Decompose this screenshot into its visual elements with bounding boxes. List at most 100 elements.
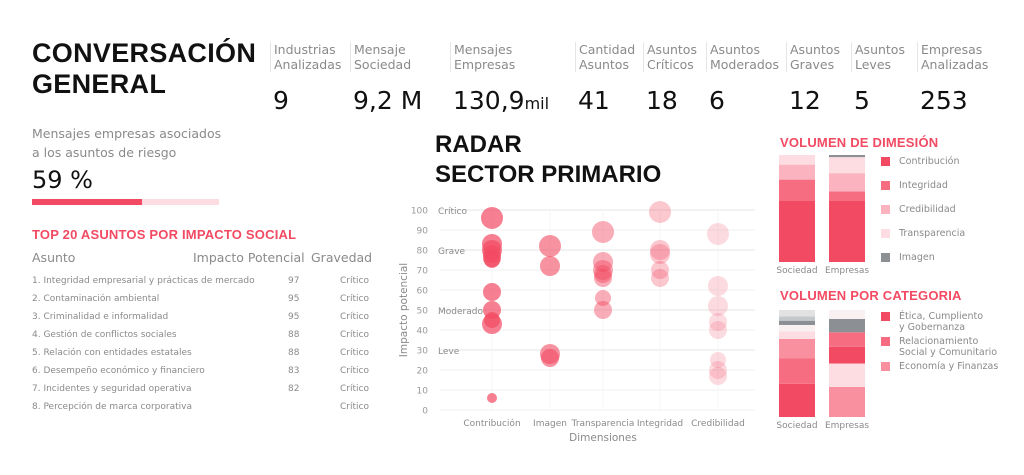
table-row[interactable]: 4. Gestión de conflictos sociales 88 Críti… <box>32 330 372 348</box>
stacked-bar-segment[interactable] <box>779 320 815 325</box>
legend-item[interactable]: Transparencia <box>881 228 965 239</box>
scatter-point[interactable] <box>709 367 727 385</box>
scatter-point[interactable] <box>482 314 502 334</box>
kpi-label-line2: Analizadas <box>921 57 989 72</box>
legend-label-line2: y Gobernanza <box>899 322 966 333</box>
scatter-point[interactable] <box>651 269 669 287</box>
stacked-bar-segment[interactable] <box>779 331 815 339</box>
table-row[interactable]: 7. Incidentes y seguridad operativa 82 Crí… <box>32 384 372 402</box>
scatter-point[interactable] <box>707 223 729 245</box>
legend-item[interactable]: Economía y Finanzas <box>881 361 998 372</box>
bar-category-label: Empresas <box>825 266 869 276</box>
column-header-impacto: Impacto Potencial <box>193 250 305 265</box>
kpi-card: Asuntos Críticos 18 <box>643 42 697 115</box>
stacked-bar-segment[interactable] <box>829 346 865 364</box>
scatter-point[interactable] <box>651 261 669 279</box>
stacked-bar-segment[interactable] <box>829 201 865 262</box>
stacked-bar-segment[interactable] <box>779 383 815 417</box>
stacked-bar-segment[interactable] <box>829 363 865 387</box>
stacked-bar-segment[interactable] <box>779 324 815 332</box>
radar-title-line1: RADAR <box>435 131 522 158</box>
legend-label: Ética, Cumpliento y Gobernanza <box>899 311 983 333</box>
stacked-bar-segment[interactable] <box>829 157 865 174</box>
cell-gravedad: Crítico <box>340 276 369 286</box>
scatter-point[interactable] <box>709 313 727 331</box>
stacked-bar-segment[interactable] <box>829 191 865 202</box>
kpi-card: Cantidad Asuntos 41 <box>575 42 635 115</box>
legend-item[interactable]: Relacionamiento Social y Comunitario <box>881 336 997 358</box>
scatter-point[interactable] <box>483 283 501 301</box>
table-row[interactable]: 2. Contaminación ambiental 95 Crítico <box>32 294 372 312</box>
scatter-point[interactable] <box>541 349 559 367</box>
scatter-point[interactable] <box>593 252 613 272</box>
stacked-bar-segment[interactable] <box>779 164 815 180</box>
scatter-point[interactable] <box>710 352 726 368</box>
stacked-bar-segment[interactable] <box>779 310 815 317</box>
scatter-point[interactable] <box>540 256 560 276</box>
stacked-bar-segment[interactable] <box>829 310 865 319</box>
scatter-point[interactable] <box>595 290 611 306</box>
legend-swatch-icon <box>881 205 890 214</box>
stacked-bar-segment[interactable] <box>829 318 865 333</box>
bar-category-label: Sociedad <box>776 266 817 276</box>
scatter-point[interactable] <box>708 296 728 316</box>
x-tick-label: Integridad <box>637 419 683 429</box>
legend-item[interactable]: Ética, Cumpliento y Gobernanza <box>881 311 983 333</box>
scatter-point[interactable] <box>650 244 670 264</box>
scatter-point[interactable] <box>539 235 561 257</box>
scatter-point[interactable] <box>481 207 503 229</box>
scatter-point[interactable] <box>484 252 500 268</box>
kpi-value: 9,2 M <box>353 86 422 115</box>
risk-label-line1: Mensajes empresas asociados <box>32 126 222 141</box>
legend-item[interactable]: Credibilidad <box>881 204 956 215</box>
scatter-point[interactable] <box>709 361 727 379</box>
radar-scatter-chart: 0 10 20 30 40 50 60 70 80 90 100 Crítico Grave Modera… <box>398 201 755 444</box>
scatter-point[interactable] <box>594 269 612 287</box>
legend-item[interactable]: Contribución <box>881 156 959 167</box>
stacked-bar-segment[interactable] <box>779 201 815 262</box>
scatter-point[interactable] <box>650 240 670 260</box>
scatter-point[interactable] <box>594 301 612 319</box>
cell-asunto: 6. Desempeño económico y financiero <box>32 366 205 376</box>
stacked-bar-segment[interactable] <box>779 358 815 384</box>
stacked-bar-segment[interactable] <box>829 173 865 192</box>
y-tick-label: 60 <box>417 287 429 297</box>
stacked-bar-segment[interactable] <box>829 155 865 158</box>
kpi-label-line2: Empresas <box>454 57 516 72</box>
legend-swatch-icon <box>881 312 890 321</box>
stacked-bar-segment[interactable] <box>779 316 815 321</box>
kpi-label-line2: Moderados <box>710 57 779 72</box>
dimension-volume-chart: Sociedad Empresas <box>776 155 869 276</box>
cell-asunto: 8. Percepción de marca corporativa <box>32 402 192 412</box>
stacked-bar-segment[interactable] <box>829 386 865 417</box>
legend-item[interactable]: Imagen <box>881 252 935 263</box>
stacked-bar-segment[interactable] <box>829 332 865 347</box>
table-row[interactable]: 8. Percepción de marca corporativa Crític… <box>32 402 372 420</box>
scatter-point[interactable] <box>649 201 671 223</box>
bar-category-label: Empresas <box>825 421 869 431</box>
scatter-point[interactable] <box>487 393 497 403</box>
kpi-label-line2: Graves <box>790 57 835 72</box>
kpi-value: 41 <box>578 86 610 115</box>
scatter-point[interactable] <box>593 260 613 280</box>
table-row[interactable]: 3. Criminalidad e informalidad 95 Crítico <box>32 312 372 330</box>
table-row[interactable]: 5. Relación con entidades estatales 88 Crí… <box>32 348 372 366</box>
kpi-card: Asuntos Moderados 6 <box>706 42 779 115</box>
stacked-bar-segment[interactable] <box>779 338 815 359</box>
y-tick-label: 20 <box>417 367 429 377</box>
scatter-point[interactable] <box>592 221 614 243</box>
cell-asunto: 3. Criminalidad e informalidad <box>32 312 169 322</box>
legend-item[interactable]: Integridad <box>881 180 948 191</box>
radar-title: RADAR SECTOR PRIMARIO <box>435 130 661 190</box>
scatter-point[interactable] <box>594 265 612 283</box>
scatter-point[interactable] <box>708 276 728 296</box>
kpi-value: 9 <box>273 86 289 115</box>
legend-label-line1: Economía y Finanzas <box>899 361 999 372</box>
stacked-bar-segment[interactable] <box>779 179 815 202</box>
table-row[interactable]: 1. Integridad empresarial y prácticas de… <box>32 276 372 294</box>
table-row[interactable]: 6. Desempeño económico y financiero 83 Crí… <box>32 366 372 384</box>
stacked-bar-segment[interactable] <box>779 155 815 165</box>
scatter-point[interactable] <box>709 321 727 339</box>
cell-asunto: 4. Gestión de conflictos sociales <box>32 330 177 340</box>
kpi-card: Asuntos Leves 5 <box>851 42 905 115</box>
